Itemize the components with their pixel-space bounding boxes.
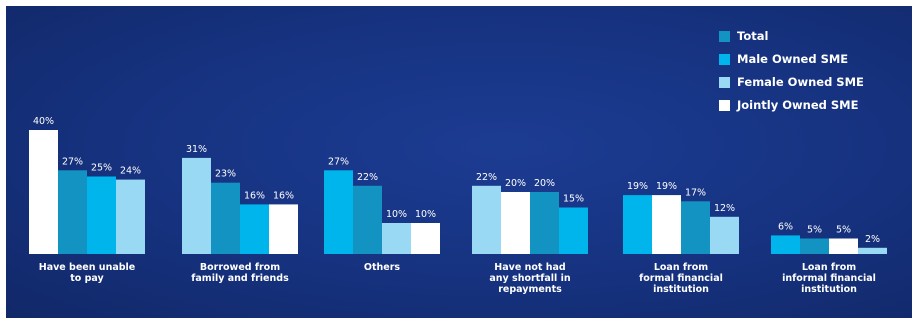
value-label: 17% bbox=[685, 187, 706, 198]
category-label: Have not had any shortfall in repayments bbox=[489, 262, 570, 295]
bar-others-male-owned-sme bbox=[324, 170, 353, 254]
value-label: 10% bbox=[415, 209, 436, 220]
value-label: 19% bbox=[656, 181, 677, 192]
bar-others-jointly-owned-sme bbox=[411, 223, 440, 254]
value-label: 6% bbox=[778, 221, 793, 232]
bar-loan-from-formal-financial-institution-total bbox=[681, 201, 710, 254]
bar-have-been-unable-to-pay-female-owned-sme bbox=[116, 179, 145, 254]
legend-swatch-jointly bbox=[719, 99, 730, 111]
bar-have-been-unable-to-pay-male-owned-sme bbox=[87, 176, 116, 254]
bar-loan-from-formal-financial-institution-female-owned-sme bbox=[710, 216, 739, 254]
bar-borrowed-from-family-and-friends-total bbox=[211, 182, 240, 254]
bar-have-not-had-any-shortfall-in-repayments-jointly-owned-sme bbox=[501, 192, 530, 254]
bar-have-not-had-any-shortfall-in-repayments-female-owned-sme bbox=[472, 185, 501, 254]
bar-have-been-unable-to-pay-total bbox=[58, 170, 87, 254]
value-label: 24% bbox=[120, 166, 141, 177]
bar-have-not-had-any-shortfall-in-repayments-male-owned-sme bbox=[559, 207, 588, 254]
category-label: Borrowed from family and friends bbox=[191, 262, 289, 284]
legend-label-female: Female Owned SME bbox=[737, 75, 864, 89]
value-label: 40% bbox=[33, 116, 54, 127]
legend-item-female: Female Owned SME bbox=[719, 72, 864, 92]
value-label: 5% bbox=[836, 225, 851, 236]
bar-loan-from-formal-financial-institution-male-owned-sme bbox=[623, 195, 652, 254]
category-label: Loan from informal financial institution bbox=[782, 262, 876, 295]
value-label: 16% bbox=[244, 190, 265, 201]
bar-loan-from-informal-financial-institution-jointly-owned-sme bbox=[829, 238, 858, 254]
value-label: 5% bbox=[807, 225, 822, 236]
bar-loan-from-informal-financial-institution-total bbox=[800, 238, 829, 254]
value-label: 16% bbox=[273, 190, 294, 201]
value-label: 12% bbox=[714, 203, 735, 214]
bar-have-not-had-any-shortfall-in-repayments-total bbox=[530, 192, 559, 254]
legend-label-total: Total bbox=[737, 29, 769, 43]
bar-borrowed-from-family-and-friends-male-owned-sme bbox=[240, 204, 269, 254]
category-label: Have been unable to pay bbox=[39, 262, 136, 284]
bar-others-female-owned-sme bbox=[382, 223, 411, 254]
bar-borrowed-from-family-and-friends-female-owned-sme bbox=[182, 157, 211, 254]
value-label: 22% bbox=[357, 172, 378, 183]
value-label: 20% bbox=[505, 178, 526, 189]
value-label: 31% bbox=[186, 144, 207, 155]
category-label: Loan from formal financial institution bbox=[639, 262, 723, 295]
value-label: 25% bbox=[91, 163, 112, 174]
legend-swatch-total bbox=[719, 30, 730, 42]
value-label: 15% bbox=[563, 194, 584, 205]
bar-loan-from-informal-financial-institution-male-owned-sme bbox=[771, 235, 800, 254]
value-label: 2% bbox=[865, 234, 880, 245]
bar-have-been-unable-to-pay-jointly-owned-sme bbox=[29, 130, 58, 254]
bar-others-total bbox=[353, 185, 382, 254]
value-label: 20% bbox=[534, 178, 555, 189]
bar-loan-from-informal-financial-institution-female-owned-sme bbox=[858, 247, 887, 254]
legend-swatch-male bbox=[719, 53, 730, 65]
legend: Total Male Owned SME Female Owned SME Jo… bbox=[719, 26, 864, 118]
value-label: 27% bbox=[328, 156, 349, 167]
category-label: Others bbox=[364, 262, 401, 273]
value-label: 23% bbox=[215, 169, 236, 180]
legend-label-jointly: Jointly Owned SME bbox=[737, 98, 859, 112]
value-label: 10% bbox=[386, 209, 407, 220]
legend-label-male: Male Owned SME bbox=[737, 52, 849, 66]
legend-item-male: Male Owned SME bbox=[719, 49, 864, 69]
legend-item-total: Total bbox=[719, 26, 864, 46]
chart-panel: 40% 27% 25% 24% Have been unable to pay 31% 23%… bbox=[6, 6, 912, 318]
legend-swatch-female bbox=[719, 76, 730, 88]
legend-item-jointly: Jointly Owned SME bbox=[719, 95, 864, 115]
value-label: 22% bbox=[476, 172, 497, 183]
value-label: 27% bbox=[62, 156, 83, 167]
bar-borrowed-from-family-and-friends-jointly-owned-sme bbox=[269, 204, 298, 254]
bar-chart: 40% 27% 25% 24% Have been unable to pay 31% 23%… bbox=[29, 116, 887, 295]
bar-loan-from-formal-financial-institution-jointly-owned-sme bbox=[652, 195, 681, 254]
value-label: 19% bbox=[627, 181, 648, 192]
